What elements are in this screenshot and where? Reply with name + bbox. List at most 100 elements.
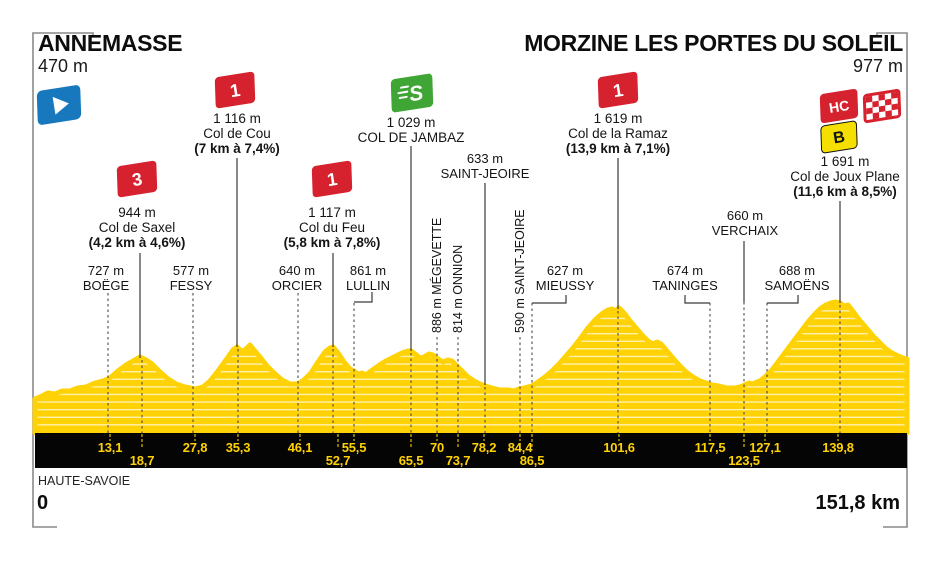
waypoint-elevation: 640 m [278, 263, 316, 278]
climb-detail: (11,6 km à 8,5%) [793, 184, 897, 199]
km-marker: 84,4 [507, 440, 533, 455]
waypoint-label-boege: 727 m BOËGE [41, 263, 171, 293]
waypoint-name: MIEUSSY [535, 278, 595, 293]
climb-detail: (7 km à 7,4%) [194, 141, 280, 156]
km-marker: 65,5 [398, 453, 424, 468]
hc-flag-icon: HC [819, 89, 859, 123]
frame-border [32, 32, 908, 528]
waypoint-elevation: 861 m [349, 263, 387, 278]
km-marker: 78,2 [471, 440, 497, 455]
sprint-label-jambaz: 1 029 m COL DE JAMBAZ [316, 115, 506, 145]
km-marker: 139,8 [822, 440, 854, 455]
km-marker: 55,5 [341, 440, 367, 455]
climb-elevation: 1 619 m [593, 111, 643, 126]
start-city-title: ANNEMASSE [38, 30, 183, 56]
svg-text:1: 1 [326, 169, 339, 190]
category-1-flag-cou-icon: 1 [214, 71, 256, 109]
km-marker: 46,1 [287, 440, 313, 455]
waypoint-elevation: 633 m [466, 151, 504, 166]
waypoint-name: ORCIER [271, 278, 323, 293]
climb-elevation: 944 m [118, 205, 156, 220]
start-elevation: 470 m [38, 56, 89, 76]
climb-label-feu: 1 117 m Col du Feu (5,8 km à 7,8%) [237, 205, 427, 250]
km-marker: 70 [429, 440, 445, 455]
svg-text:S: S [407, 81, 424, 106]
climb-label-ramaz: 1 619 m Col de la Ramaz (13,9 km à 7,1%) [523, 111, 713, 156]
summit-lines [139, 146, 841, 385]
waypoint-name: BOËGE [82, 278, 130, 293]
waypoint-label-onnion: 814 m ONNION [451, 244, 465, 333]
svg-text:HC: HC [828, 97, 850, 116]
climb-name: Col de Cou [203, 126, 271, 141]
climb-label-joux-plane: 1 691 m Col de Joux Plane (11,6 km à 8,5… [750, 154, 940, 199]
climb-name: Col de Joux Plane [790, 169, 900, 184]
km-marker: 13,1 [97, 440, 123, 455]
sprint-name: COL DE JAMBAZ [357, 130, 465, 145]
waypoint-label-taninges: 674 m TANINGES [620, 263, 750, 293]
km-marker: 18,7 [129, 453, 155, 468]
climb-name: Col du Feu [298, 220, 366, 235]
waypoint-name: FESSY [169, 278, 213, 293]
waypoint-name: LULLIN [345, 278, 391, 293]
climb-name: Col de la Ramaz [568, 126, 668, 141]
total-distance: 151,8 km [815, 492, 900, 514]
km-marker: 27,8 [182, 440, 208, 455]
waypoint-elevation: 660 m [726, 208, 764, 223]
elevation-profile-area [32, 299, 910, 436]
climb-detail: (5,8 km à 7,8%) [283, 235, 381, 250]
waypoint-elevation: 688 m [778, 263, 816, 278]
km-marker: 52,7 [325, 453, 351, 468]
km-marker: 73,7 [445, 453, 471, 468]
sprint-elevation: 1 029 m [386, 115, 436, 130]
category-1-flag-ramaz-icon: 1 [597, 71, 639, 109]
waypoint-label-orcier: 640 m ORCIER [232, 263, 362, 293]
climb-label-saxel: 944 m Col de Saxel (4,2 km à 4,6%) [42, 205, 232, 250]
waypoint-name: TANINGES [652, 278, 718, 293]
waypoint-label-samoens: 688 m SAMOËNS [732, 263, 862, 293]
km-marker: 86,5 [519, 453, 545, 468]
waypoint-label-lullin: 861 m LULLIN [303, 263, 433, 293]
waypoint-dashed-lines [107, 293, 841, 433]
waypoint-label-saint-jeoire-590: 590 m SAINT-JEOIRE [513, 209, 527, 333]
sprint-flag-icon: S [390, 73, 434, 113]
climb-elevation: 1 117 m [308, 205, 356, 220]
start-km: 0 [37, 492, 49, 514]
waypoint-label-mieussy: 627 m MIEUSSY [500, 263, 630, 293]
waypoint-label-verchaix: 660 m VERCHAIX [680, 208, 810, 238]
bonus-flag-icon: B [820, 120, 858, 154]
climb-label-cou: 1 116 m Col de Cou (7 km à 7,4%) [142, 111, 332, 156]
svg-text:1: 1 [612, 80, 625, 101]
km-marker: 117,5 [694, 440, 726, 455]
waypoint-label-fessy: 577 m FESSY [126, 263, 256, 293]
band-ticks [109, 434, 839, 448]
svg-text:3: 3 [131, 169, 144, 190]
climb-elevation: 1 116 m [213, 111, 261, 126]
waypoint-name: SAMOËNS [764, 278, 830, 293]
distance-band [35, 433, 907, 468]
waypoint-label-megevette: 886 m MÉGEVETTE [430, 217, 444, 333]
finish-city-title: MORZINE LES PORTES DU SOLEIL [524, 30, 903, 56]
category-1-flag-feu-icon: 1 [311, 160, 353, 198]
finish-checkered-flag-icon [862, 89, 902, 123]
waypoint-name: SAINT-JEOIRE [440, 166, 530, 181]
climb-detail: (4,2 km à 4,6%) [88, 235, 186, 250]
km-marker: 101,6 [603, 440, 635, 455]
waypoint-label-saint-jeoire: 633 m SAINT-JEOIRE [420, 151, 550, 181]
km-marker: 35,3 [225, 440, 251, 455]
start-flag-icon [36, 85, 82, 125]
climb-elevation: 1 691 m [820, 154, 870, 169]
km-marker: 123,5 [728, 453, 760, 468]
waypoint-elevation: 727 m [87, 263, 125, 278]
waypoint-elevation: 674 m [666, 263, 704, 278]
category-3-flag-icon: 3 [116, 160, 158, 198]
waypoint-elevation: 577 m [172, 263, 210, 278]
svg-text:B: B [832, 129, 846, 148]
finish-elevation: 977 m [852, 56, 903, 76]
svg-text:1: 1 [229, 80, 242, 101]
waypoint-elevation: 627 m [546, 263, 584, 278]
km-marker: 127,1 [749, 440, 781, 455]
department-label: HAUTE-SAVOIE [38, 474, 131, 488]
waypoint-name: VERCHAIX [711, 223, 779, 238]
